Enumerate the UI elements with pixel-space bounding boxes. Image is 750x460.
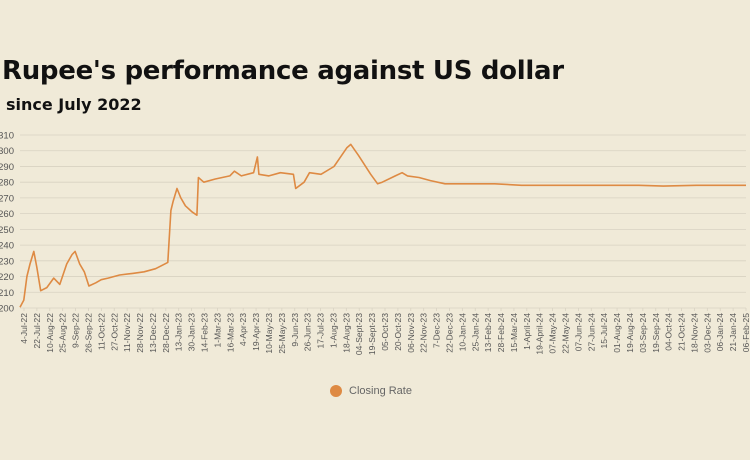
x-tick-label: 4-Apr-23 [238,313,248,346]
x-tick-label: 03-Sep-24 [638,313,648,353]
x-tick-label: 30-Jan-23 [187,313,197,352]
y-tick-label: 200 [0,304,14,315]
y-tick-label: 220 [0,272,14,283]
x-tick-label: 07-Jun-24 [573,313,583,352]
x-tick-label: 13-Jan-23 [174,313,184,352]
x-tick-label: 7-Dec-23 [432,313,442,348]
x-tick-label: 11-Oct-22 [96,313,106,350]
y-tick-label: 240 [0,241,14,252]
chart-subtitle: since July 2022 [6,95,142,114]
x-tick-label: 25-May-23 [277,313,287,354]
x-tick-label: 20-Oct-23 [393,313,403,351]
x-tick-label: 4-Jul-22 [19,313,29,344]
x-tick-label: 13-Feb-24 [483,313,493,352]
x-tick-label: 01-Aug-24 [612,313,622,353]
y-tick-label: 260 [0,209,14,220]
x-tick-label: 10-Aug-22 [45,313,55,353]
x-tick-label: 26-Sep-22 [83,313,93,353]
x-tick-label: 19-Aug-24 [625,313,635,353]
x-tick-label: 22-Jul-22 [32,313,42,349]
x-tick-label: 1-Aug-23 [328,313,338,348]
x-tick-label: 22-May-24 [561,313,571,354]
x-tick-label: 22-Nov-23 [419,313,429,353]
y-tick-label: 230 [0,256,14,267]
x-tick-label: 18-Aug-23 [341,313,351,353]
y-tick-label: 300 [0,146,14,157]
x-tick-label: 21-Oct-24 [677,313,687,351]
y-tick-label: 280 [0,178,14,189]
x-tick-label: 10-Jan-24 [457,313,467,352]
x-tick-label: 19-April-24 [535,313,545,355]
x-tick-label: 04-Oct-24 [664,313,674,351]
x-tick-label: 27-Jun-24 [586,313,596,352]
x-tick-label: 1-Mar-23 [212,313,222,348]
x-tick-label: 13-Dec-22 [148,313,158,353]
x-tick-label: 07-May-24 [548,313,558,354]
x-tick-label: 28-Feb-24 [496,313,506,352]
x-tick-label: 28-Nov-22 [135,313,145,353]
x-tick-label: 27-Oct-22 [109,313,119,351]
x-tick-label: 1-April-24 [522,313,532,350]
x-tick-label: 05-Oct-23 [380,313,390,351]
x-tick-label: 19-Sept-23 [367,313,377,355]
legend-label: Closing Rate [349,385,412,397]
x-tick-label: 15-Mar-24 [509,313,519,352]
x-tick-label: 21-Jan-24 [728,313,738,352]
x-tick-label: 14-Feb-23 [200,313,210,352]
x-tick-label: 03-Dec-24 [702,313,712,353]
x-tick-label: 15-Jul-24 [599,313,609,349]
x-tick-label: 10-May-23 [264,313,274,354]
x-tick-label: 18-Nov-24 [689,313,699,353]
x-tick-label: 28-Dec-22 [161,313,171,353]
legend: Closing Rate [330,385,412,397]
x-tick-label: 19-Apr-23 [251,313,261,351]
x-tick-label: 26-Jun-23 [303,313,313,352]
x-tick-label: 19-Sep-24 [651,313,661,353]
y-tick-label: 310 [0,131,14,142]
y-tick-label: 270 [0,193,14,204]
x-tick-label: 11-Nov-22 [122,313,132,352]
chart-title: Rupee's performance against US dollar sin… [2,56,564,120]
legend-swatch [330,385,342,397]
x-tick-label: 04-Sept-23 [354,313,364,355]
y-tick-label: 210 [0,288,14,299]
y-tick-label: 250 [0,225,14,236]
x-tick-label: 25-Aug-22 [58,313,68,353]
y-tick-label: 290 [0,162,14,173]
x-tick-label: 9-Sep-22 [71,313,81,348]
x-tick-label: 06-Nov-23 [406,313,416,353]
x-tick-label: 06-Feb-25 [741,313,750,352]
x-tick-label: 9-Jun-23 [290,313,300,347]
x-tick-label: 25-Jan-24 [470,313,480,352]
title-text: Rupee's performance against US dollar [2,56,564,86]
x-tick-label: 16-Mar-23 [225,313,235,352]
x-tick-label: 22-Dec-23 [444,313,454,353]
x-tick-label: 17-Jul-23 [316,313,326,349]
series-line-closing-rate [19,143,746,308]
x-tick-label: 06-Jan-24 [715,313,725,352]
